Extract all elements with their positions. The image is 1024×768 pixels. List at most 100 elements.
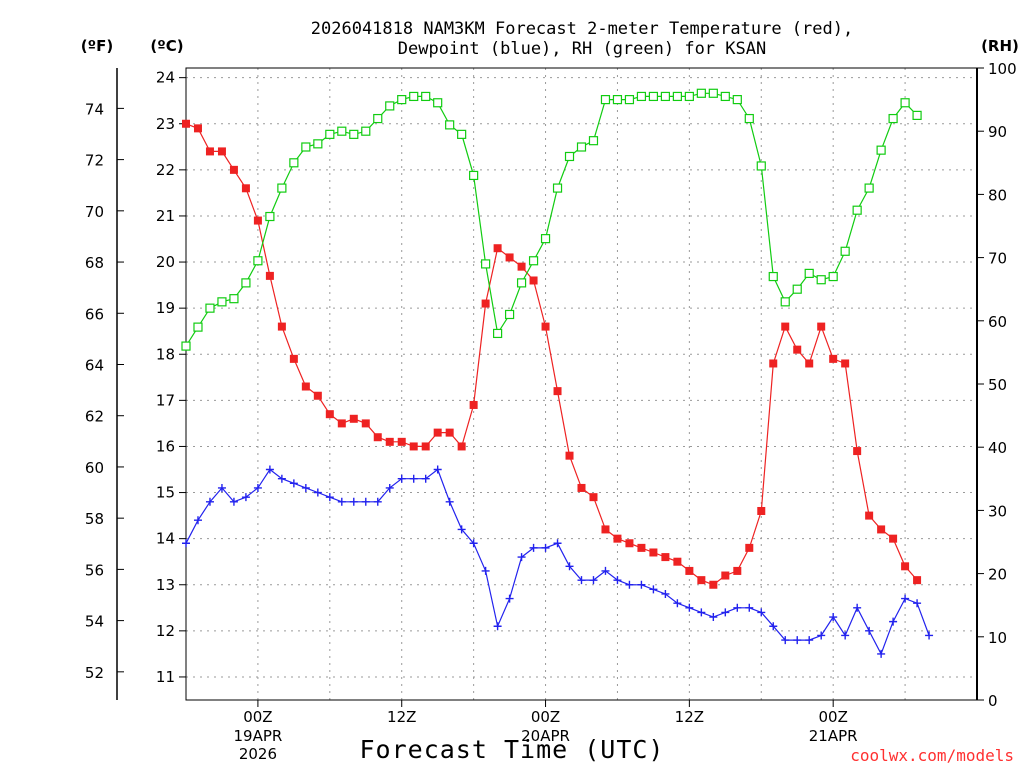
dewpoint-point [625, 580, 634, 589]
x-tick-date-label: 20APR [521, 727, 570, 745]
dewpoint-point [913, 599, 922, 608]
dewpoint-point [241, 493, 250, 502]
dewpoint-point [517, 553, 526, 562]
axes: 11 12 13 14 15 16 17 18 19 20 21 22 23 24 52 54 56 58 60 62… [85, 60, 1017, 763]
fahrenheit-tick-label: 66 [85, 305, 104, 323]
rh-point [313, 139, 323, 149]
rh-tick-label: 30 [988, 502, 1007, 520]
celsius-tick-label: 11 [156, 668, 175, 686]
celsius-tick-label: 23 [156, 115, 175, 133]
dewpoint-point [253, 483, 262, 492]
rh-point [445, 120, 455, 130]
celsius-tick-label: 16 [156, 437, 175, 455]
temperature-point [769, 359, 778, 368]
dewpoint-point [445, 497, 454, 506]
rh-point [421, 91, 431, 102]
rh-tick-label: 10 [988, 629, 1007, 647]
rh-point [481, 259, 491, 269]
temperature-point [661, 553, 670, 562]
rh-point [744, 113, 754, 124]
temperature-point [265, 271, 274, 280]
fahrenheit-tick-label: 58 [85, 510, 104, 528]
rh-tick-label: 0 [988, 692, 998, 710]
x-tick-year-label: 2026 [239, 745, 277, 763]
rh-point [828, 271, 838, 282]
celsius-tick-label: 14 [156, 530, 175, 548]
rh-point [564, 151, 575, 162]
series-layer [181, 88, 934, 658]
rh-point [588, 136, 599, 146]
fahrenheit-tick-label: 54 [85, 613, 104, 631]
rh-tick-label: 80 [988, 186, 1007, 204]
rh-point [265, 211, 275, 222]
temperature-point [361, 419, 370, 428]
dewpoint-point [337, 497, 346, 506]
rh-point [241, 278, 251, 288]
rh-point [792, 284, 802, 294]
chart-titles: 2026041818 NAM3KM Forecast 2-meter Tempe… [81, 19, 1019, 59]
temperature-point [613, 534, 622, 543]
dewpoint-point [277, 474, 286, 483]
rh-point [816, 275, 826, 285]
temperature-point [685, 566, 694, 575]
temperature-point [577, 483, 586, 492]
rh-point [289, 158, 299, 168]
rh-point [768, 271, 778, 282]
rh-point [864, 183, 874, 193]
temperature-point [757, 506, 766, 515]
temperature-point [385, 437, 394, 446]
dewpoint-point [457, 525, 466, 534]
dewpoint-point [853, 603, 862, 612]
fahrenheit-tick-label: 72 [85, 152, 104, 170]
temperature-point [277, 322, 286, 331]
temperature-point [517, 262, 526, 271]
dewpoint-point [385, 483, 394, 492]
x-tick-label: 12Z [387, 708, 416, 726]
rh-point [193, 322, 203, 332]
celsius-tick-label: 24 [156, 69, 175, 87]
credit-text[interactable]: coolwx.com/models [850, 746, 1014, 765]
chart-title-line2: Dewpoint (blue), RH (green) for KSAN [398, 39, 766, 59]
dewpoint-point [805, 636, 814, 645]
series-green [181, 88, 922, 351]
temperature-point [241, 184, 250, 193]
temperature-point [313, 391, 322, 400]
rh-point [409, 91, 419, 102]
x-tick-label: 00Z [818, 708, 847, 726]
chart-title-line1: 2026041818 NAM3KM Forecast 2-meter Tempe… [311, 19, 853, 39]
temperature-point [481, 299, 490, 308]
rh-point [708, 88, 718, 98]
temperature-point [601, 525, 610, 534]
rh-point [876, 145, 886, 155]
dewpoint-point [193, 516, 202, 525]
temperature-point [589, 493, 598, 502]
fahrenheit-tick-label: 68 [85, 254, 104, 272]
dewpoint-point [182, 539, 190, 548]
series-red [182, 119, 922, 589]
dewpoint-point [205, 497, 214, 506]
fahrenheit-tick-label: 64 [85, 356, 104, 374]
celsius-tick-label: 13 [156, 576, 175, 594]
rh-point [852, 205, 862, 215]
dewpoint-point [757, 608, 766, 617]
temperature-point [805, 359, 814, 368]
rh-point [900, 98, 910, 108]
rh-point [516, 278, 527, 288]
rh-point [181, 341, 191, 351]
x-tick-date-label: 19APR [233, 727, 282, 745]
temperature-point [469, 400, 478, 409]
rh-point [397, 94, 407, 105]
temperature-point [697, 576, 706, 585]
temperature-point [649, 548, 658, 557]
dewpoint-point [421, 474, 430, 483]
temperature-point [433, 428, 442, 437]
rh-point [349, 129, 359, 139]
series-blue [182, 465, 934, 658]
x-tick-label: 12Z [675, 708, 704, 726]
temperature-point [445, 428, 454, 437]
rh-point [624, 94, 635, 105]
rh-point [636, 91, 647, 102]
temperature-point [745, 543, 754, 552]
dewpoint-point [865, 626, 874, 635]
